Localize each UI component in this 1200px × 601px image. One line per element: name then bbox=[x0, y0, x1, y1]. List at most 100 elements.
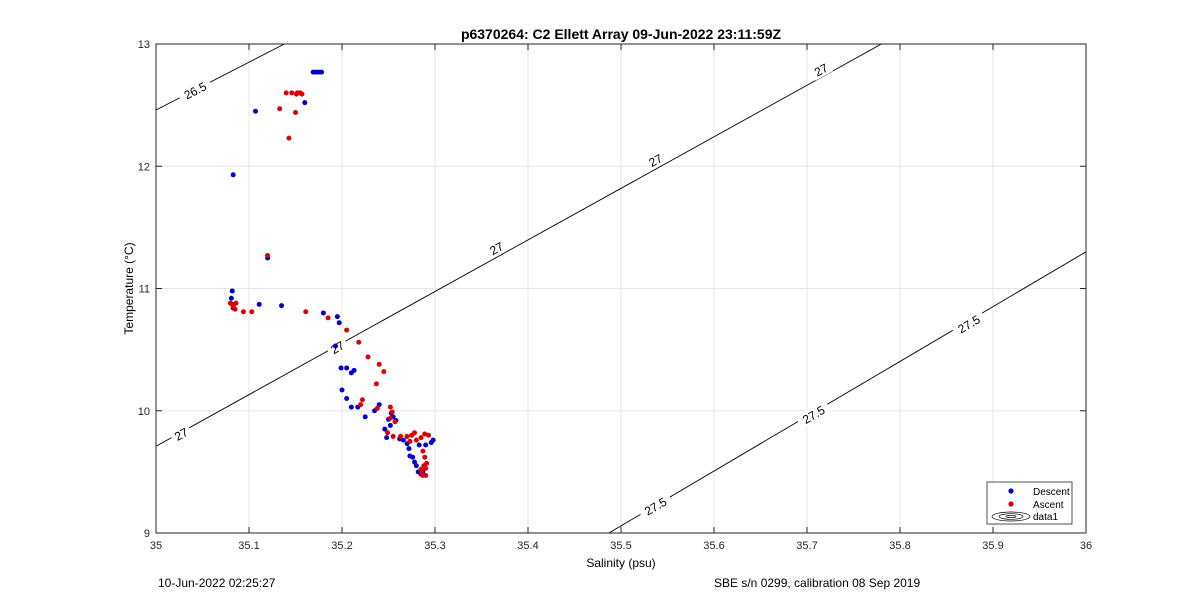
contour-label: 27 bbox=[484, 237, 509, 260]
contour-label-bg bbox=[176, 76, 214, 105]
ascent-point bbox=[407, 438, 413, 444]
contour-label: 27.5 bbox=[637, 491, 674, 521]
legend-descent-label: Descent bbox=[1033, 487, 1070, 498]
x-tick-label: 35.4 bbox=[517, 540, 538, 552]
contour-label-bg bbox=[950, 309, 988, 339]
ascent-point bbox=[420, 448, 426, 454]
x-tick-label: 35.3 bbox=[424, 540, 445, 552]
x-tick-label: 35.8 bbox=[889, 540, 910, 552]
y-tick-label: 9 bbox=[144, 528, 150, 540]
y-axis-label: Temperature (°C) bbox=[122, 242, 136, 334]
footer-timestamp: 10-Jun-2022 02:25:27 bbox=[158, 576, 276, 590]
contour-labels: 26.5 27 27 27 27 27 27.5 27.5 27.5 bbox=[168, 58, 988, 521]
contour-label-text: 27 bbox=[812, 61, 831, 80]
ascent-point bbox=[356, 339, 362, 345]
ascent-point bbox=[373, 381, 379, 387]
ascent-point bbox=[398, 433, 404, 439]
legend-box bbox=[986, 481, 1073, 525]
contour-label-text: 27 bbox=[172, 425, 191, 444]
descent-point bbox=[334, 314, 340, 320]
x-tick-label: 35.7 bbox=[796, 540, 817, 552]
descent-point bbox=[410, 454, 416, 460]
contour-label-bg bbox=[484, 237, 509, 260]
x-tick-label: 36 bbox=[1080, 540, 1092, 552]
ascent-point bbox=[412, 430, 418, 436]
descent-point bbox=[351, 367, 357, 373]
footer-calibration: SBE s/n 0299, calibration 08 Sep 2019 bbox=[714, 576, 921, 590]
ascent-point bbox=[390, 433, 396, 439]
x-axis-label: Salinity (psu) bbox=[586, 556, 655, 570]
ascent-point bbox=[289, 90, 295, 96]
descent-point bbox=[302, 100, 308, 106]
contour-label-bg bbox=[808, 58, 834, 81]
descent-point bbox=[256, 301, 262, 307]
ascent-point bbox=[303, 309, 309, 315]
contour-label-text: 27 bbox=[328, 338, 347, 357]
descent-point bbox=[320, 310, 326, 316]
descent-point bbox=[382, 426, 388, 432]
legend-ascent-marker bbox=[1008, 501, 1014, 507]
descent-point bbox=[332, 343, 338, 349]
ascent-point bbox=[293, 91, 299, 97]
contour-label-text: 27 bbox=[487, 239, 506, 258]
descent-point bbox=[416, 442, 422, 448]
data-points bbox=[227, 69, 436, 479]
ascent-point bbox=[421, 463, 427, 469]
descent-point bbox=[319, 69, 325, 75]
x-tick-label: 35.1 bbox=[238, 540, 259, 552]
contour-legend-icon bbox=[991, 511, 1031, 522]
ascent-point bbox=[387, 404, 393, 410]
ascent-point bbox=[325, 315, 331, 321]
descent-point bbox=[339, 387, 345, 393]
contour-label-bg bbox=[643, 149, 668, 172]
density-contour-27.5 bbox=[608, 251, 1086, 533]
ascent-point bbox=[385, 430, 391, 436]
legend-ascent-label: Ascent bbox=[1033, 500, 1064, 511]
ascent-point bbox=[413, 437, 419, 443]
legend-descent-marker bbox=[1008, 488, 1014, 494]
x-tick-label: 35.9 bbox=[982, 540, 1003, 552]
ascent-point bbox=[418, 435, 424, 441]
ascent-point bbox=[283, 90, 289, 96]
series-descent bbox=[228, 69, 436, 477]
legend[interactable]: Descent Ascent data1 bbox=[986, 481, 1073, 525]
descent-point bbox=[230, 172, 236, 178]
x-tick-label: 35.2 bbox=[331, 540, 352, 552]
contour-label: 27 bbox=[168, 423, 194, 445]
x-tick-label: 35.6 bbox=[703, 540, 724, 552]
y-tick-label: 10 bbox=[138, 406, 150, 418]
ascent-point bbox=[286, 135, 292, 141]
contour-label: 27.5 bbox=[795, 399, 832, 430]
descent-point bbox=[413, 463, 419, 469]
ascent-point bbox=[392, 419, 398, 425]
ascent-point bbox=[249, 309, 255, 315]
ascent-point bbox=[232, 306, 238, 312]
descent-point bbox=[362, 414, 368, 420]
descent-point bbox=[387, 422, 393, 428]
descent-point bbox=[430, 437, 436, 443]
ascent-point bbox=[387, 415, 393, 421]
ascent-point bbox=[425, 432, 431, 438]
ascent-point bbox=[240, 309, 246, 315]
ascent-point bbox=[365, 354, 371, 360]
descent-point bbox=[406, 446, 412, 452]
ascent-point bbox=[265, 252, 271, 258]
contour-label: 27.5 bbox=[950, 309, 988, 339]
descent-point bbox=[338, 365, 344, 371]
descent-point bbox=[313, 69, 319, 75]
descent-point bbox=[400, 437, 406, 443]
contour-label-text: 27 bbox=[646, 151, 665, 170]
ascent-point bbox=[293, 109, 298, 115]
descent-point bbox=[228, 295, 234, 301]
descent-point bbox=[253, 108, 259, 114]
y-tick-label: 11 bbox=[139, 284, 150, 296]
descent-point bbox=[229, 288, 235, 294]
ascent-point bbox=[344, 327, 350, 333]
ascent-point bbox=[358, 402, 364, 408]
density-contours bbox=[156, 44, 1086, 533]
density-contour-27 bbox=[156, 44, 882, 447]
ascent-point bbox=[233, 300, 239, 306]
descent-point bbox=[348, 404, 354, 410]
ascent-point bbox=[359, 397, 365, 403]
